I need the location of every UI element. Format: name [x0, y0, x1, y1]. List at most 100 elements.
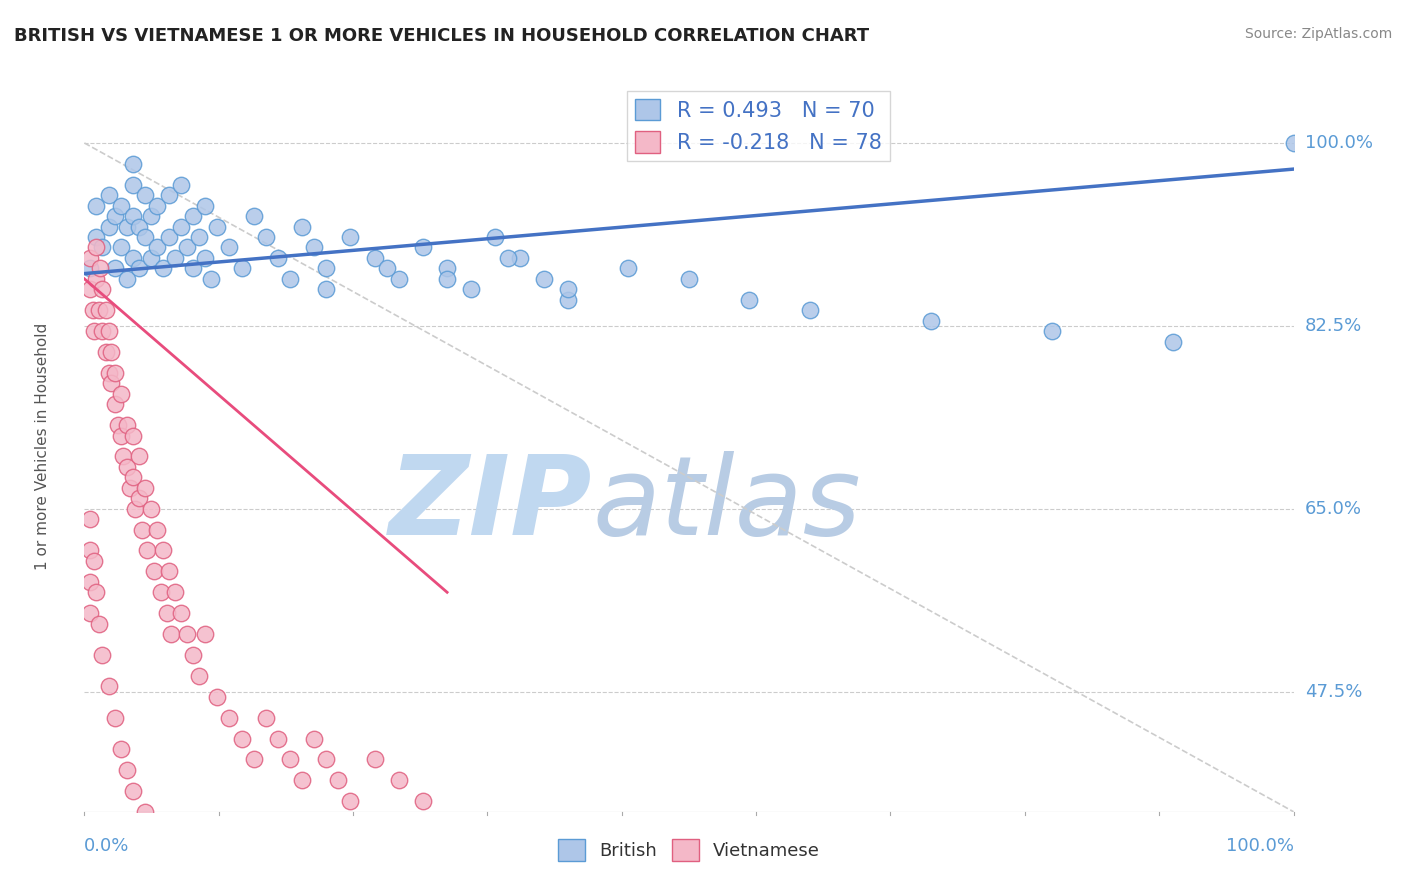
Point: [79, 512, 101, 526]
Point: [110, 240, 132, 254]
Point: [181, 209, 204, 223]
Point: [110, 386, 132, 401]
Point: [165, 251, 187, 265]
Point: [91, 324, 114, 338]
Point: [83, 554, 105, 568]
Point: [97, 324, 120, 338]
Point: [89, 261, 111, 276]
Point: [139, 501, 162, 516]
Point: [100, 345, 122, 359]
Point: [128, 491, 150, 506]
Point: [112, 450, 135, 464]
Point: [339, 230, 361, 244]
Point: [176, 627, 198, 641]
Point: [86, 585, 108, 599]
Point: [157, 565, 180, 579]
Text: ZIP: ZIP: [388, 451, 592, 558]
Point: [79, 543, 101, 558]
Point: [207, 219, 229, 234]
Point: [291, 773, 314, 788]
Point: [94, 345, 117, 359]
Point: [146, 240, 169, 254]
Point: [115, 272, 138, 286]
Point: [104, 261, 127, 276]
Point: [254, 230, 277, 244]
Text: 100.0%: 100.0%: [1305, 134, 1372, 152]
Point: [218, 711, 240, 725]
Point: [165, 585, 187, 599]
Point: [115, 219, 138, 234]
Point: [160, 627, 183, 641]
Point: [678, 272, 700, 286]
Point: [157, 188, 180, 202]
Point: [79, 574, 101, 589]
Point: [176, 240, 198, 254]
Point: [128, 261, 150, 276]
Point: [128, 219, 150, 234]
Text: 65.0%: 65.0%: [1305, 500, 1361, 517]
Point: [143, 565, 166, 579]
Point: [533, 272, 555, 286]
Point: [152, 261, 174, 276]
Point: [139, 209, 162, 223]
Point: [920, 313, 942, 327]
Point: [86, 199, 108, 213]
Point: [94, 303, 117, 318]
Point: [134, 188, 156, 202]
Point: [134, 481, 156, 495]
Point: [509, 251, 531, 265]
Point: [170, 606, 193, 620]
Point: [97, 188, 120, 202]
Point: [104, 711, 127, 725]
Point: [128, 450, 150, 464]
Point: [436, 261, 458, 276]
Point: [152, 543, 174, 558]
Point: [121, 428, 143, 442]
Point: [170, 219, 193, 234]
Point: [181, 261, 204, 276]
Point: [131, 523, 153, 537]
Point: [121, 251, 143, 265]
Point: [738, 293, 761, 307]
Point: [134, 230, 156, 244]
Point: [617, 261, 640, 276]
Point: [339, 794, 361, 808]
Text: atlas: atlas: [592, 451, 860, 558]
Point: [86, 272, 108, 286]
Point: [139, 251, 162, 265]
Point: [134, 805, 156, 819]
Point: [121, 157, 143, 171]
Text: 82.5%: 82.5%: [1305, 317, 1362, 334]
Point: [104, 397, 127, 411]
Point: [278, 272, 301, 286]
Point: [412, 240, 434, 254]
Point: [496, 251, 519, 265]
Point: [278, 752, 301, 766]
Point: [799, 303, 821, 318]
Point: [146, 199, 169, 213]
Point: [436, 272, 458, 286]
Point: [121, 784, 143, 798]
Point: [315, 261, 337, 276]
Point: [328, 773, 350, 788]
Point: [146, 523, 169, 537]
Point: [302, 731, 325, 746]
Point: [291, 219, 314, 234]
Point: [557, 282, 579, 296]
Point: [1161, 334, 1184, 349]
Point: [121, 209, 143, 223]
Legend: British, Vietnamese: British, Vietnamese: [551, 832, 827, 869]
Point: [115, 418, 138, 433]
Text: 0.0%: 0.0%: [84, 837, 129, 855]
Point: [91, 648, 114, 662]
Text: 47.5%: 47.5%: [1305, 682, 1362, 700]
Point: [460, 282, 482, 296]
Point: [110, 428, 132, 442]
Point: [388, 272, 411, 286]
Point: [363, 251, 385, 265]
Point: [412, 794, 434, 808]
Text: 1 or more Vehicles in Household: 1 or more Vehicles in Household: [35, 322, 49, 570]
Point: [1282, 136, 1305, 150]
Point: [157, 230, 180, 244]
Point: [104, 209, 127, 223]
